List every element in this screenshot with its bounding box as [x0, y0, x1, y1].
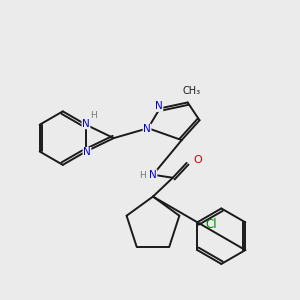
Text: O: O — [194, 155, 202, 165]
Text: N: N — [149, 170, 157, 180]
Text: N: N — [143, 124, 151, 134]
Text: Cl: Cl — [205, 218, 217, 231]
Text: CH₃: CH₃ — [182, 85, 201, 96]
Text: H: H — [139, 171, 146, 180]
Text: N: N — [83, 148, 91, 158]
Text: N: N — [82, 119, 90, 129]
Text: N: N — [155, 101, 163, 111]
Text: H: H — [91, 111, 97, 120]
